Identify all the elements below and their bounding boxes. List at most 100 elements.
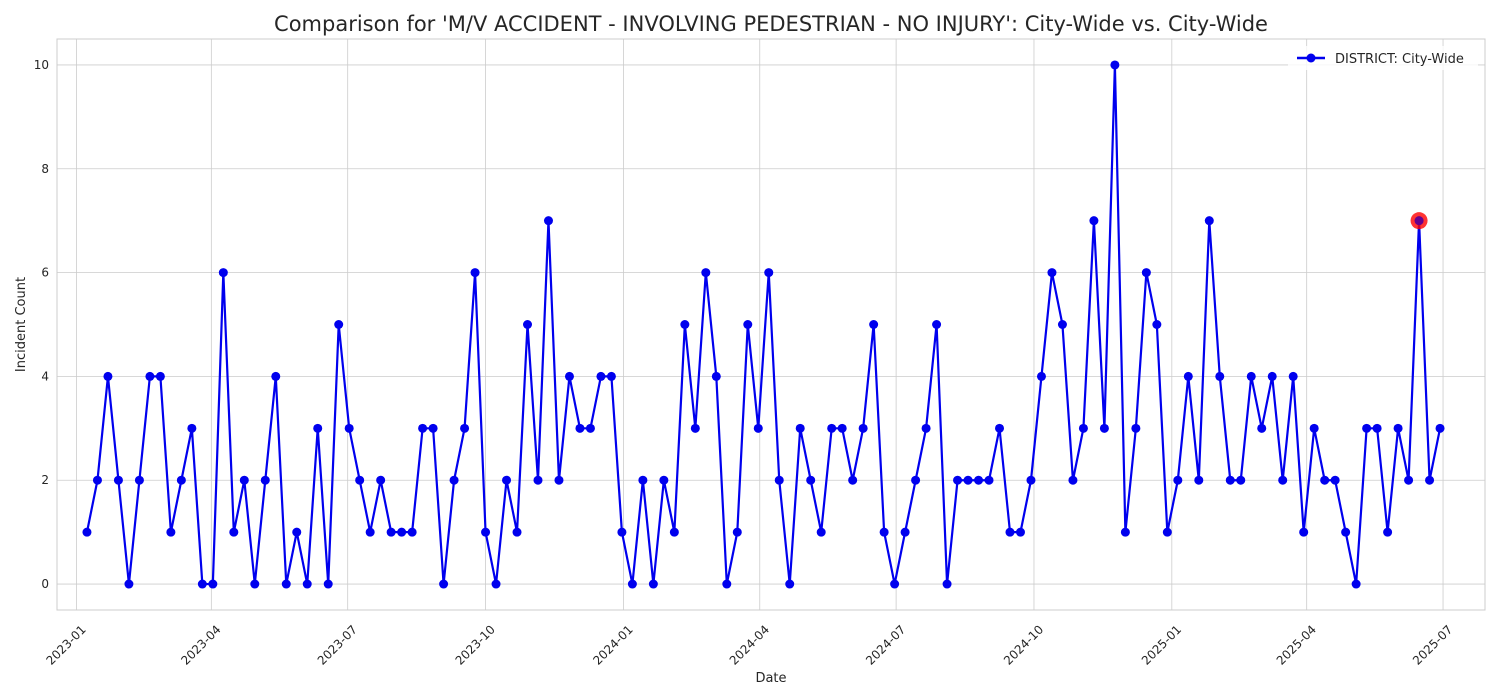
legend-label: DISTRICT: City-Wide — [1335, 52, 1464, 67]
data-point — [942, 579, 952, 589]
data-point — [554, 475, 564, 485]
series-layer — [82, 60, 1445, 589]
data-point — [869, 320, 879, 329]
x-tick-label: 2025-07 — [1410, 622, 1455, 667]
data-point — [439, 579, 449, 589]
axis-ticks: 2023-01 2023-04 2023-07 2023-10 2024-01 2024-… — [34, 58, 1456, 668]
x-tick-label: 2025-04 — [1274, 622, 1319, 667]
data-point — [1404, 475, 1414, 485]
data-point — [543, 216, 553, 226]
data-point — [1183, 371, 1193, 381]
data-point — [302, 579, 312, 589]
data-point — [1068, 475, 1078, 485]
data-point — [1089, 216, 1099, 226]
data-point — [680, 320, 690, 329]
data-point — [1393, 423, 1403, 433]
data-point — [711, 371, 721, 381]
data-point — [1425, 475, 1435, 485]
data-point — [1057, 320, 1067, 329]
data-point — [1278, 475, 1288, 485]
data-point — [795, 423, 805, 433]
data-point — [1078, 423, 1088, 433]
data-point — [1351, 579, 1361, 589]
data-point — [1152, 320, 1162, 329]
data-point — [260, 475, 270, 485]
x-tick-label: 2024-01 — [590, 622, 635, 667]
data-point — [659, 475, 669, 485]
data-point — [1120, 527, 1130, 537]
data-point — [407, 527, 417, 537]
x-tick-label: 2025-01 — [1139, 622, 1184, 667]
data-point — [995, 423, 1005, 433]
data-point — [753, 423, 763, 433]
x-tick-label: 2023-04 — [178, 622, 223, 667]
data-point — [1204, 216, 1214, 226]
data-point — [837, 423, 847, 433]
data-point — [963, 475, 973, 485]
plot-frame — [56, 38, 1486, 611]
data-point — [533, 475, 543, 485]
data-point — [418, 423, 428, 433]
data-point — [323, 579, 333, 589]
data-point — [334, 320, 344, 329]
data-point — [155, 371, 165, 381]
data-point — [1435, 423, 1445, 433]
chart-title: Comparison for 'M/V ACCIDENT - INVOLVING… — [274, 12, 1268, 36]
data-point — [113, 475, 123, 485]
y-tick-label: 10 — [34, 58, 49, 72]
data-point — [134, 475, 144, 485]
y-axis-title: Incident Count — [14, 277, 29, 372]
data-point — [1141, 268, 1151, 278]
data-point — [92, 475, 102, 485]
data-point — [397, 527, 407, 537]
data-point — [1341, 527, 1351, 537]
data-point — [1246, 371, 1256, 381]
data-point — [743, 320, 753, 329]
data-point — [669, 527, 679, 537]
data-point — [1162, 527, 1172, 537]
data-point — [386, 527, 396, 537]
data-point — [1362, 423, 1372, 433]
data-point — [638, 475, 648, 485]
data-point — [627, 579, 637, 589]
data-point — [124, 579, 134, 589]
x-tick-label: 2024-07 — [863, 622, 908, 667]
data-point — [1320, 475, 1330, 485]
data-point — [1236, 475, 1246, 485]
data-point — [145, 371, 155, 381]
data-point — [1225, 475, 1235, 485]
data-point — [1257, 423, 1267, 433]
data-point — [848, 475, 858, 485]
x-tick-label: 2024-04 — [727, 622, 772, 667]
data-point — [1005, 527, 1015, 537]
data-point — [1299, 527, 1309, 537]
highlight-point-core — [1414, 216, 1424, 226]
data-point — [502, 475, 512, 485]
data-point — [460, 423, 470, 433]
data-point — [1288, 371, 1298, 381]
data-point — [1267, 371, 1277, 381]
data-point — [564, 371, 574, 381]
data-point — [1194, 475, 1204, 485]
data-point — [900, 527, 910, 537]
data-point — [1036, 371, 1046, 381]
data-point — [921, 423, 931, 433]
y-tick-label: 6 — [41, 266, 49, 280]
x-axis-title: Date — [755, 671, 786, 686]
data-point — [816, 527, 826, 537]
data-point — [271, 371, 281, 381]
data-point — [890, 579, 900, 589]
data-point — [1383, 527, 1393, 537]
data-point — [197, 579, 207, 589]
data-point — [858, 423, 868, 433]
data-point — [1047, 268, 1057, 278]
data-point — [365, 527, 375, 537]
data-point — [523, 320, 533, 329]
legend: DISTRICT: City-Wide — [1288, 46, 1478, 70]
data-point — [774, 475, 784, 485]
data-point — [208, 579, 218, 589]
data-point — [1309, 423, 1319, 433]
data-point — [512, 527, 522, 537]
data-point — [1015, 527, 1025, 537]
